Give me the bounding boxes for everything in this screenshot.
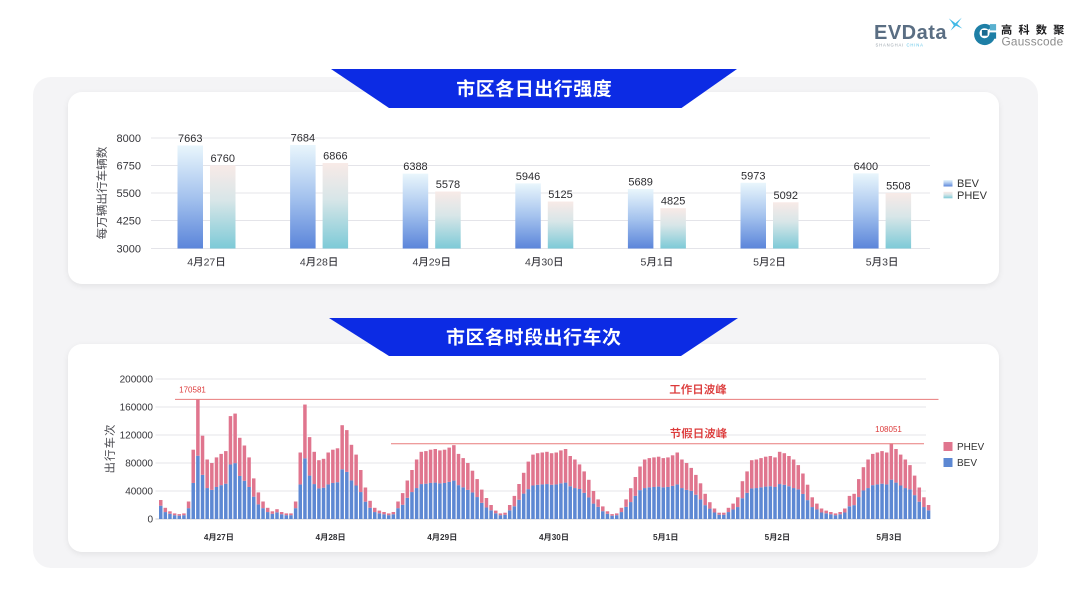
svg-text:7663: 7663 [178, 133, 202, 145]
svg-text:29: 29 [440, 533, 450, 542]
svg-text:5: 5 [653, 533, 658, 542]
svg-text:200000: 200000 [120, 374, 154, 385]
svg-text:BEV: BEV [957, 178, 980, 190]
svg-text:BEV: BEV [957, 458, 977, 469]
svg-text:5: 5 [876, 533, 881, 542]
svg-text:160000: 160000 [120, 402, 154, 413]
svg-text:5092: 5092 [774, 190, 798, 202]
svg-text:5500: 5500 [117, 188, 141, 200]
svg-text:4: 4 [187, 257, 193, 269]
svg-text:3000: 3000 [117, 243, 141, 255]
svg-text:0: 0 [147, 514, 153, 525]
svg-text:108051: 108051 [875, 425, 902, 434]
svg-text:5973: 5973 [741, 170, 765, 182]
svg-text:27: 27 [217, 533, 227, 542]
svg-text:5689: 5689 [628, 177, 652, 189]
svg-text:80000: 80000 [125, 458, 153, 469]
svg-text:6388: 6388 [403, 161, 427, 173]
svg-text:120000: 120000 [120, 430, 154, 441]
svg-text:4: 4 [539, 533, 544, 542]
svg-text:7684: 7684 [291, 132, 315, 144]
svg-text:6866: 6866 [323, 151, 347, 163]
svg-text:4: 4 [427, 533, 432, 542]
svg-text:5946: 5946 [516, 171, 540, 183]
svg-text:6760: 6760 [211, 153, 235, 165]
svg-text:5: 5 [753, 257, 759, 269]
svg-text:5508: 5508 [886, 181, 910, 193]
svg-text:30: 30 [552, 533, 562, 542]
svg-text:SHANGHAI: SHANGHAI [876, 42, 905, 47]
svg-text:2: 2 [770, 257, 776, 269]
svg-text:5: 5 [641, 257, 647, 269]
svg-text:170581: 170581 [179, 386, 206, 395]
svg-text:4825: 4825 [661, 196, 685, 208]
svg-text:28: 28 [316, 257, 328, 269]
svg-text:2: 2 [777, 533, 782, 542]
svg-text:1: 1 [666, 533, 671, 542]
svg-text:4: 4 [204, 533, 209, 542]
svg-text:3: 3 [882, 257, 888, 269]
svg-text:5: 5 [866, 257, 872, 269]
svg-text:4: 4 [316, 533, 321, 542]
svg-text:PHEV: PHEV [957, 190, 988, 202]
svg-text:PHEV: PHEV [957, 442, 985, 453]
svg-text:29: 29 [429, 257, 441, 269]
svg-text:27: 27 [204, 257, 216, 269]
svg-text:5: 5 [765, 533, 770, 542]
svg-text:6750: 6750 [117, 160, 141, 172]
svg-text:6400: 6400 [854, 161, 878, 173]
svg-text:1: 1 [657, 257, 663, 269]
svg-text:CHINA: CHINA [907, 42, 924, 47]
svg-text:EVData: EVData [874, 22, 947, 44]
svg-text:28: 28 [328, 533, 338, 542]
svg-text:5125: 5125 [548, 189, 572, 201]
svg-text:5578: 5578 [436, 179, 460, 191]
svg-text:4: 4 [300, 257, 306, 269]
svg-text:40000: 40000 [125, 486, 153, 497]
svg-text:Gausscode: Gausscode [1002, 34, 1064, 48]
svg-text:8000: 8000 [117, 133, 141, 145]
svg-text:30: 30 [541, 257, 553, 269]
svg-text:4: 4 [525, 257, 531, 269]
svg-text:4250: 4250 [117, 215, 141, 227]
svg-text:3: 3 [889, 533, 894, 542]
svg-text:4: 4 [412, 257, 418, 269]
